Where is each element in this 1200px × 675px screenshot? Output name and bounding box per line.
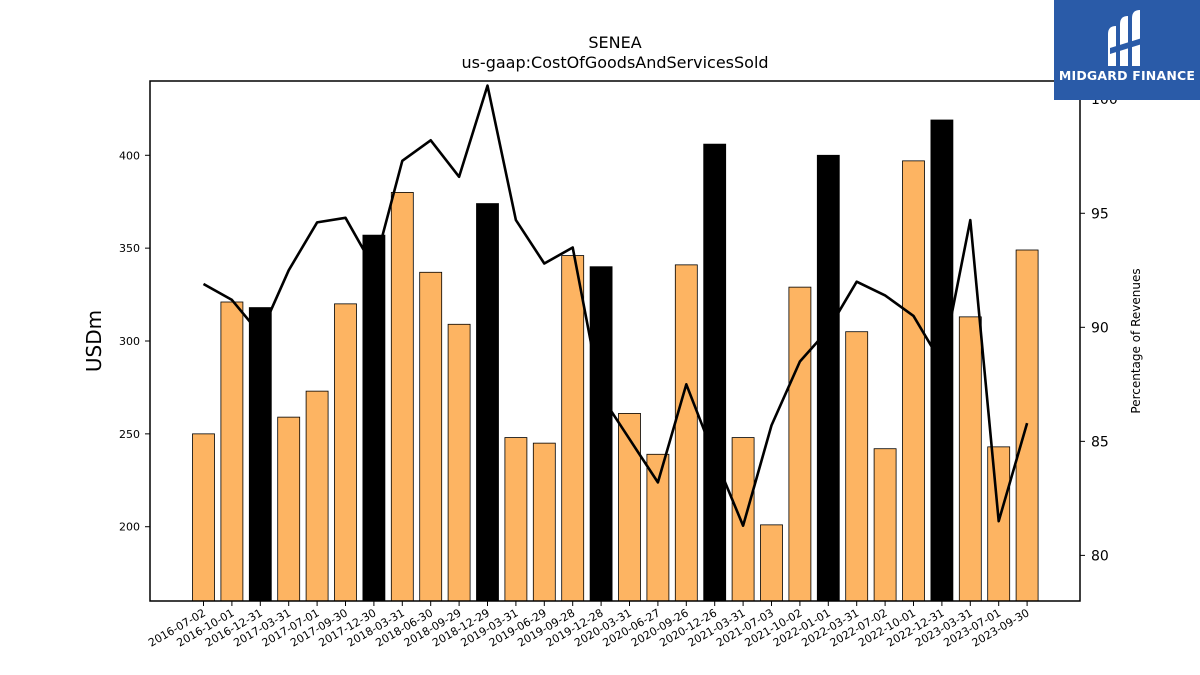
bar-2019-09-28: [561, 255, 585, 602]
bar-2020-09-26: [674, 264, 698, 602]
bar-2017-07-01: [305, 390, 329, 602]
y-tick-left-label: 350: [119, 242, 140, 255]
bar-2021-10-02: [788, 286, 812, 602]
y-axis-label-right: Percentage of Revenues: [1129, 268, 1143, 413]
bar-2018-06-30: [419, 271, 443, 602]
bar-2018-12-29: [476, 203, 499, 602]
brand-mark-icon: [1108, 10, 1142, 66]
y-tick-right-label: 90: [1091, 320, 1109, 336]
bar-2022-07-02: [873, 448, 897, 602]
percentage-of-revenues-line: [202, 84, 1029, 528]
bar-2016-07-02: [192, 433, 215, 602]
bar-2020-06-27: [646, 453, 670, 602]
y-tick-right-label: 80: [1091, 548, 1109, 564]
percentage-line-group: [202, 84, 1029, 528]
bar-2023-03-31: [958, 316, 982, 602]
y-axis-label-left: USDm: [82, 310, 106, 372]
bar-2021-03-31: [731, 437, 755, 602]
bar-2022-10-01: [902, 160, 925, 602]
bar-2016-12-31: [248, 307, 272, 602]
bar-2022-01-01: [816, 154, 840, 602]
brand-logo: MIDGARD FINANCE: [1054, 0, 1200, 100]
bars-group: [192, 119, 1039, 602]
bar-2023-07-01: [987, 446, 1011, 602]
bar-2018-09-29: [447, 323, 471, 602]
bar-2017-09-30: [334, 303, 357, 602]
y-tick-left-label: 300: [119, 335, 140, 348]
bar-2019-06-29: [532, 442, 556, 602]
bar-2021-07-03: [760, 524, 783, 602]
y-tick-left-label: 200: [119, 521, 140, 534]
bar-2016-10-01: [220, 301, 244, 602]
bar-2019-03-31: [504, 437, 528, 602]
bar-2020-12-26: [703, 143, 727, 602]
bar-2017-03-31: [277, 416, 301, 602]
chart-title: SENEA: [588, 33, 641, 52]
y-tick-right-label: 95: [1091, 206, 1109, 222]
brand-name: MIDGARD FINANCE: [1058, 68, 1196, 83]
bar-2019-12-28: [589, 266, 613, 602]
bar-2020-03-31: [618, 413, 641, 602]
bar-2018-03-31: [390, 192, 414, 602]
y-tick-left-label: 250: [119, 428, 140, 441]
y-tick-right-label: 85: [1091, 434, 1109, 450]
bar-2017-12-30: [362, 234, 386, 602]
y-tick-left-label: 400: [119, 149, 140, 162]
chart-subtitle: us-gaap:CostOfGoodsAndServicesSold: [461, 53, 768, 72]
bar-2022-03-31: [845, 331, 869, 602]
